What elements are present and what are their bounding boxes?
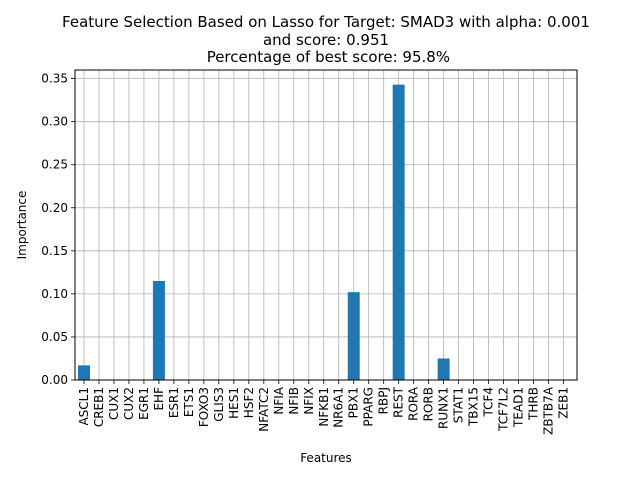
chart-title: Feature Selection Based on Lasso for Tar… — [62, 13, 590, 66]
x-tick-label: NFIX — [302, 387, 316, 415]
x-tick-label: ZEB1 — [557, 387, 571, 419]
bar — [152, 280, 165, 380]
x-tick-label: EHF — [152, 387, 166, 411]
x-tick-label: TBX15 — [467, 387, 481, 427]
x-tick-label: PPARG — [362, 387, 376, 427]
bar — [77, 365, 90, 380]
bars — [77, 84, 450, 380]
chart-title-line-2: and score: 0.951 — [263, 31, 389, 49]
x-tick-label: TCF7L2 — [497, 387, 511, 432]
x-tick-label: ESR1 — [167, 387, 181, 418]
x-tick-label: REST — [392, 386, 406, 418]
x-tick-label: RORA — [407, 386, 421, 421]
x-tick-label: TCF4 — [482, 387, 496, 418]
y-tick-label: 0.35 — [41, 72, 68, 86]
x-tick-label: GLIS3 — [212, 387, 226, 422]
x-tick-label: NFIB — [287, 387, 301, 415]
x-tick-label: NR6A1 — [332, 387, 346, 428]
bar — [347, 292, 360, 380]
x-tick-label: ASCL1 — [77, 387, 91, 426]
x-tick-label: NFKB1 — [317, 387, 331, 427]
gridlines — [75, 70, 577, 381]
y-axis-ticks: 0.00 0.05 0.10 0.15 0.20 0.25 0.30 0.35 — [41, 72, 75, 387]
x-tick-label: ETS1 — [182, 387, 196, 417]
x-tick-label: HES1 — [227, 387, 241, 419]
x-tick-label: RUNX1 — [437, 387, 451, 429]
x-tick-label: NFIA — [272, 386, 286, 414]
x-tick-label: THRB — [527, 387, 541, 421]
y-axis-label: Importance — [15, 191, 29, 260]
bar — [392, 84, 405, 380]
plot-frame — [74, 69, 578, 381]
x-axis-ticks: ASCL1 CREB1 CUX1 CUX2 EGR1 EHF ESR1 ETS1 FOXO3 GL… — [77, 380, 571, 435]
x-tick-label: RORB — [422, 387, 436, 421]
y-tick-label: 0.30 — [41, 115, 68, 129]
x-tick-label: STAT1 — [452, 387, 466, 423]
x-axis-label: Features — [300, 451, 352, 465]
x-tick-label: NFATC2 — [257, 387, 271, 432]
x-tick-label: CUX2 — [122, 387, 136, 420]
y-tick-label: 0.15 — [41, 244, 68, 258]
y-tick-label: 0.20 — [41, 201, 68, 215]
chart-title-line-1: Feature Selection Based on Lasso for Tar… — [62, 13, 590, 31]
bar — [437, 358, 450, 380]
y-tick-label: 0.00 — [41, 373, 68, 387]
x-tick-label: EGR1 — [137, 387, 151, 420]
x-tick-label: CREB1 — [92, 387, 106, 427]
y-tick-label: 0.25 — [41, 158, 68, 172]
x-tick-label: ZBTB7A — [542, 386, 556, 435]
x-tick-label: TEAD1 — [512, 387, 526, 428]
x-tick-label: RBPJ — [377, 387, 391, 414]
x-tick-label: HSF2 — [242, 387, 256, 418]
x-tick-label: FOXO3 — [197, 387, 211, 427]
chart-title-line-3: Percentage of best score: 95.8% — [202, 48, 450, 66]
x-tick-label: CUX1 — [107, 387, 121, 420]
y-tick-label: 0.10 — [41, 287, 68, 301]
x-tick-label: PBX1 — [347, 387, 361, 418]
y-tick-label: 0.05 — [41, 330, 68, 344]
